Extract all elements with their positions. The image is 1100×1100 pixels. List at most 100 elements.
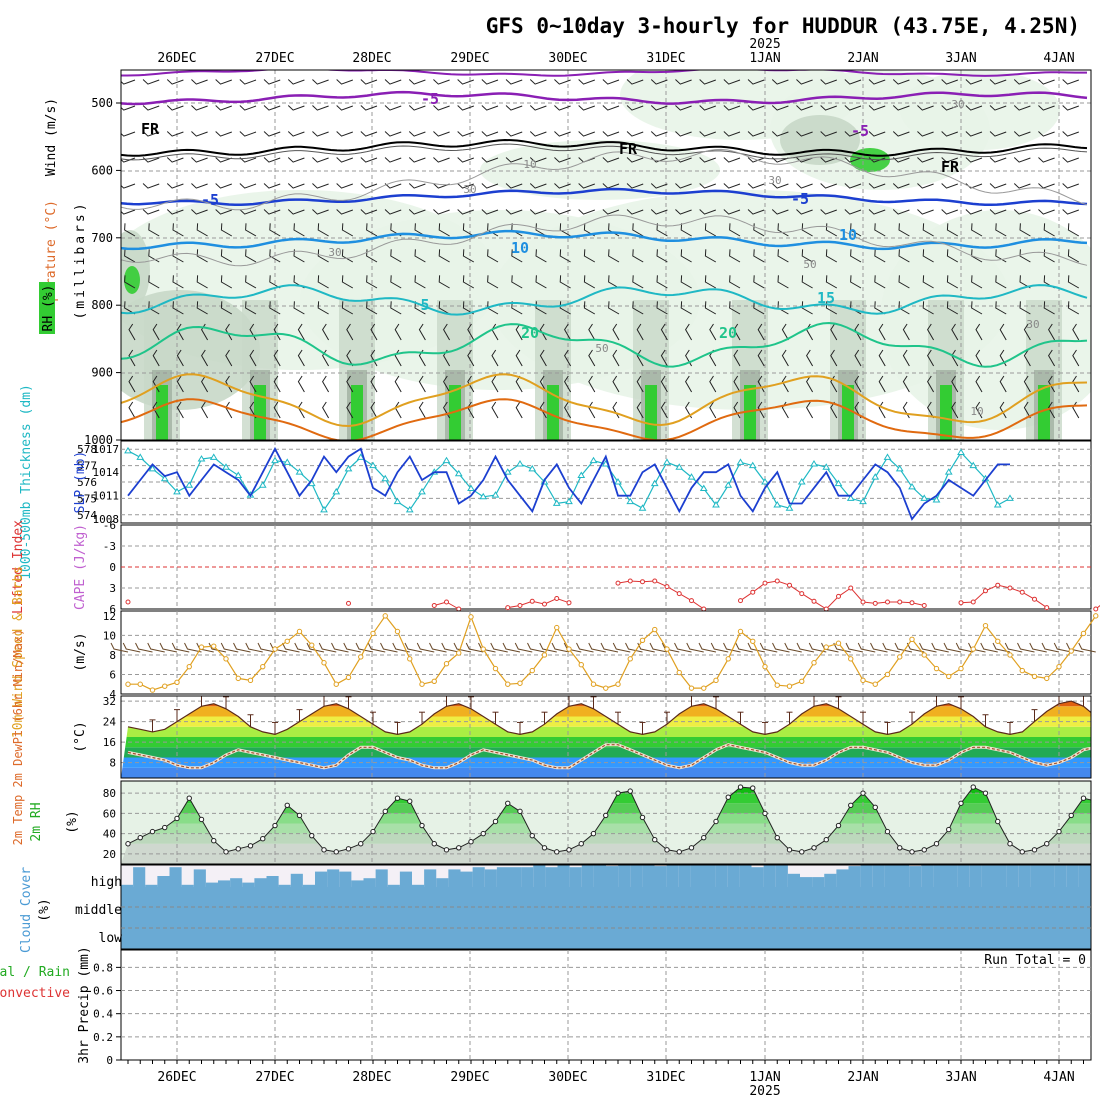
bottom-date-26DEC: 26DEC — [157, 1070, 196, 1085]
barb-8-34 — [946, 275, 959, 289]
barb-4-12 — [408, 183, 426, 189]
temp-tick-16: 16 — [103, 736, 116, 749]
barb-8-15 — [487, 275, 499, 289]
contour-label-6: -5 — [791, 190, 809, 208]
cloud-high-66 — [921, 865, 934, 887]
barb-12-1 — [152, 375, 160, 393]
cloud-high-58 — [824, 873, 837, 887]
thickness-line-pt-26 — [442, 456, 451, 464]
barb-3-39 — [1062, 157, 1079, 163]
w10-speed-pt-28 — [468, 614, 474, 620]
rh-green-1 — [254, 385, 266, 440]
w10-speed-pt-36 — [566, 646, 572, 652]
barb-9-9 — [341, 301, 354, 315]
barb-1-14 — [457, 105, 474, 111]
li-pt-35 — [554, 596, 560, 601]
w10-speed-pt-27 — [456, 650, 462, 656]
barb-4-30 — [844, 183, 862, 189]
w10-speed-pt-17 — [333, 681, 339, 687]
barb-4-29 — [820, 183, 837, 189]
w10-barb-4 — [159, 642, 178, 653]
rh2m-line-pt-50 — [737, 784, 744, 790]
barb-12-25 — [733, 375, 741, 393]
barb-6-18 — [559, 223, 571, 237]
barb-10-22 — [660, 323, 668, 341]
cloud-high-33 — [521, 867, 534, 887]
slp-line — [127, 446, 1010, 521]
rh2m-line-pt-46 — [688, 845, 695, 851]
li-pt-34 — [542, 601, 547, 607]
cloud-high-72 — [994, 865, 1007, 887]
barb-1-11 — [384, 105, 402, 111]
barb-7-19 — [583, 249, 596, 263]
rh-green-8 — [940, 385, 952, 440]
thickness-line-pt-65 — [920, 494, 929, 501]
barb-5-15 — [481, 209, 499, 215]
thickness-tick-574: 574 — [77, 509, 97, 522]
rh-band-2 — [121, 823, 1091, 834]
cloud-high-61 — [860, 865, 874, 887]
thickness-line-pt-69 — [969, 461, 978, 469]
barb-13-24 — [709, 401, 717, 419]
barb-2-22 — [650, 131, 668, 137]
barb-0-14 — [457, 79, 474, 85]
cloud-high-54 — [775, 865, 789, 887]
rh2m-line-pt-13 — [284, 802, 290, 808]
barb-7-1 — [148, 249, 160, 263]
cloud-high-21 — [375, 869, 389, 887]
barb-3-34 — [941, 157, 958, 163]
rh2m-line-pt-18 — [345, 846, 352, 852]
w10-barb-41 — [612, 642, 631, 653]
w10-speed-pt-57 — [823, 644, 829, 650]
barb-12-38 — [1048, 375, 1056, 393]
barb-0-20 — [602, 79, 620, 85]
barb-8-17 — [535, 275, 547, 289]
rh2m-line-pt-56 — [811, 845, 817, 851]
barb-4-22 — [650, 183, 668, 189]
rh2m-line-pt-69 — [970, 784, 976, 790]
thickness-line-pt-33 — [528, 464, 537, 472]
contour-label-9: 5 — [420, 296, 429, 314]
w10-speed-pt-54 — [786, 683, 793, 689]
barb-9-20 — [608, 301, 620, 315]
barb-2-39 — [1062, 131, 1079, 137]
barb-6-0 — [124, 223, 136, 237]
cloud-high-40 — [606, 866, 619, 887]
barb-9-34 — [946, 301, 959, 315]
barb-5-12 — [408, 209, 426, 215]
w10-speed-pt-48 — [713, 677, 719, 684]
barb-2-0 — [121, 131, 136, 137]
barb-5-8 — [312, 209, 329, 215]
cloud-high-42 — [630, 865, 643, 887]
li-pt-25 — [431, 603, 437, 608]
barb-9-13 — [438, 301, 450, 315]
barb-0-18 — [554, 79, 571, 85]
w10-speed-pt-62 — [884, 671, 891, 678]
rh2m-fill — [121, 781, 1091, 864]
barb-11-17 — [539, 349, 547, 367]
top-date-30DEC: 30DEC — [548, 51, 587, 66]
barb-10-36 — [999, 323, 1007, 341]
w10-speed-pt-42 — [639, 637, 646, 643]
barb-11-20 — [612, 349, 620, 367]
cloud-high-59 — [836, 869, 849, 887]
ylabel-rh: RH (%) — [41, 285, 56, 332]
thickness-line-pt-29 — [479, 492, 488, 500]
barb-2-2 — [166, 131, 184, 137]
wind10m-speed-line — [125, 613, 1099, 693]
cloud-high-78 — [1066, 865, 1080, 887]
rh2m-line-pt-11 — [260, 835, 266, 842]
cloud-high-79 — [1078, 865, 1092, 887]
contour-blue — [121, 187, 1088, 207]
cloud-high-1 — [133, 867, 146, 887]
li-pt-56 — [811, 598, 817, 604]
barb-1-22 — [650, 105, 668, 111]
barb-13-17 — [539, 401, 547, 419]
li-pt-27 — [456, 606, 462, 612]
thickness-line-pt-55 — [797, 478, 806, 485]
cloud-high-0 — [121, 884, 134, 887]
w10-barb-48 — [698, 642, 717, 653]
thickness-line-pt-23 — [405, 505, 414, 513]
barb-6-32 — [898, 223, 910, 237]
barb-0-21 — [626, 79, 644, 85]
